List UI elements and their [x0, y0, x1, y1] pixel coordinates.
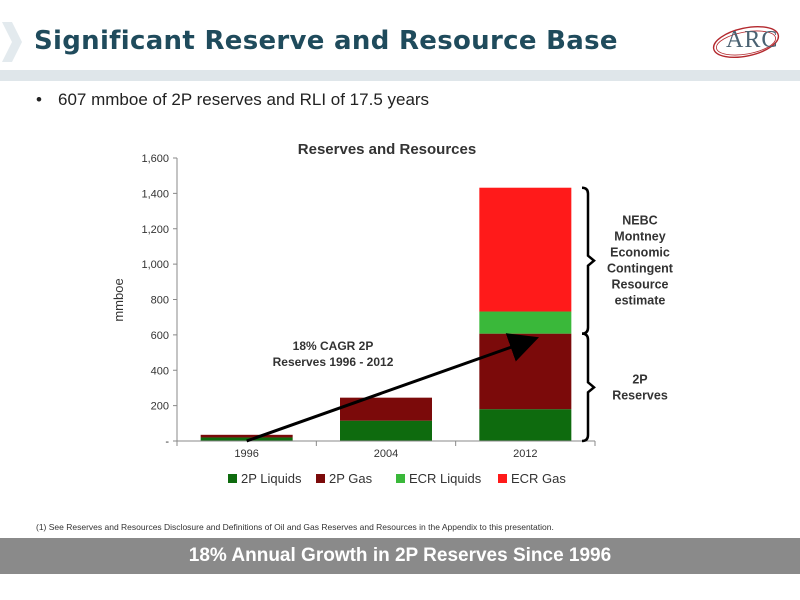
upper-bracket	[581, 186, 596, 335]
y-tick-label: 200	[151, 401, 169, 413]
upper-bracket-label: Economic	[610, 246, 670, 260]
upper-bracket-label: Contingent	[607, 262, 674, 276]
header-rule	[0, 70, 800, 81]
legend-label: ECR Gas	[511, 471, 566, 486]
legend-swatch	[228, 474, 237, 483]
lower-bracket-label: Reserves	[612, 388, 668, 402]
bullet-dot: •	[36, 90, 42, 109]
y-tick-label: 1,000	[141, 259, 169, 271]
y-tick-label: 1,400	[141, 188, 169, 200]
chevron-icon	[2, 22, 22, 62]
upper-bracket-label: estimate	[615, 294, 666, 308]
page-title: Significant Reserve and Resource Base	[34, 26, 618, 56]
y-tick-label: 800	[151, 295, 169, 307]
y-tick-label: 400	[151, 365, 169, 377]
bullet-item: • 607 mmboe of 2P reserves and RLI of 17.…	[36, 90, 429, 110]
bar-segment	[479, 187, 572, 312]
bar-segment	[340, 397, 432, 421]
cagr-label: Reserves 1996 - 2012	[273, 355, 394, 369]
upper-bracket-label: NEBC	[622, 214, 657, 228]
x-tick-label: 2012	[513, 448, 537, 460]
legend-swatch	[396, 474, 405, 483]
arc-logo	[712, 25, 780, 59]
y-tick-label: -	[165, 436, 169, 448]
bar-segment	[340, 420, 432, 441]
legend-label: 2P Gas	[329, 471, 373, 486]
bar-segment	[479, 333, 572, 410]
legend-label: ECR Liquids	[409, 471, 482, 486]
bar-segment	[479, 311, 572, 334]
chart-title: Reserves and Resources	[298, 141, 476, 158]
y-axis-label: mmboe	[111, 278, 126, 321]
logo-text: ARC	[726, 27, 779, 53]
footnote: (1) See Reserves and Resources Disclosur…	[36, 522, 554, 532]
cagr-arrow	[246, 333, 539, 443]
lower-bracket-label: 2P	[632, 372, 647, 386]
bullet-text: 607 mmboe of 2P reserves and RLI of 17.5…	[58, 90, 430, 109]
legend-label: 2P Liquids	[241, 471, 302, 486]
y-tick-label: 1,200	[141, 224, 169, 236]
upper-bracket-label: Resource	[612, 278, 669, 292]
bar-segment	[479, 409, 572, 441]
bar-segment	[200, 437, 293, 441]
cagr-label: 18% CAGR 2P	[293, 339, 374, 353]
banner-text: 18% Annual Growth in 2P Reserves Since 1…	[188, 545, 612, 566]
y-tick-label: 1,600	[141, 153, 169, 165]
legend-swatch	[316, 474, 325, 483]
x-tick-label: 1996	[234, 448, 258, 460]
y-tick-label: 600	[151, 330, 169, 342]
summary-banner	[0, 538, 800, 574]
x-tick-label: 2004	[374, 448, 398, 460]
upper-bracket-label: Montney	[614, 230, 665, 244]
lower-bracket	[581, 332, 596, 443]
bar-segment	[200, 434, 293, 438]
legend-swatch	[498, 474, 507, 483]
